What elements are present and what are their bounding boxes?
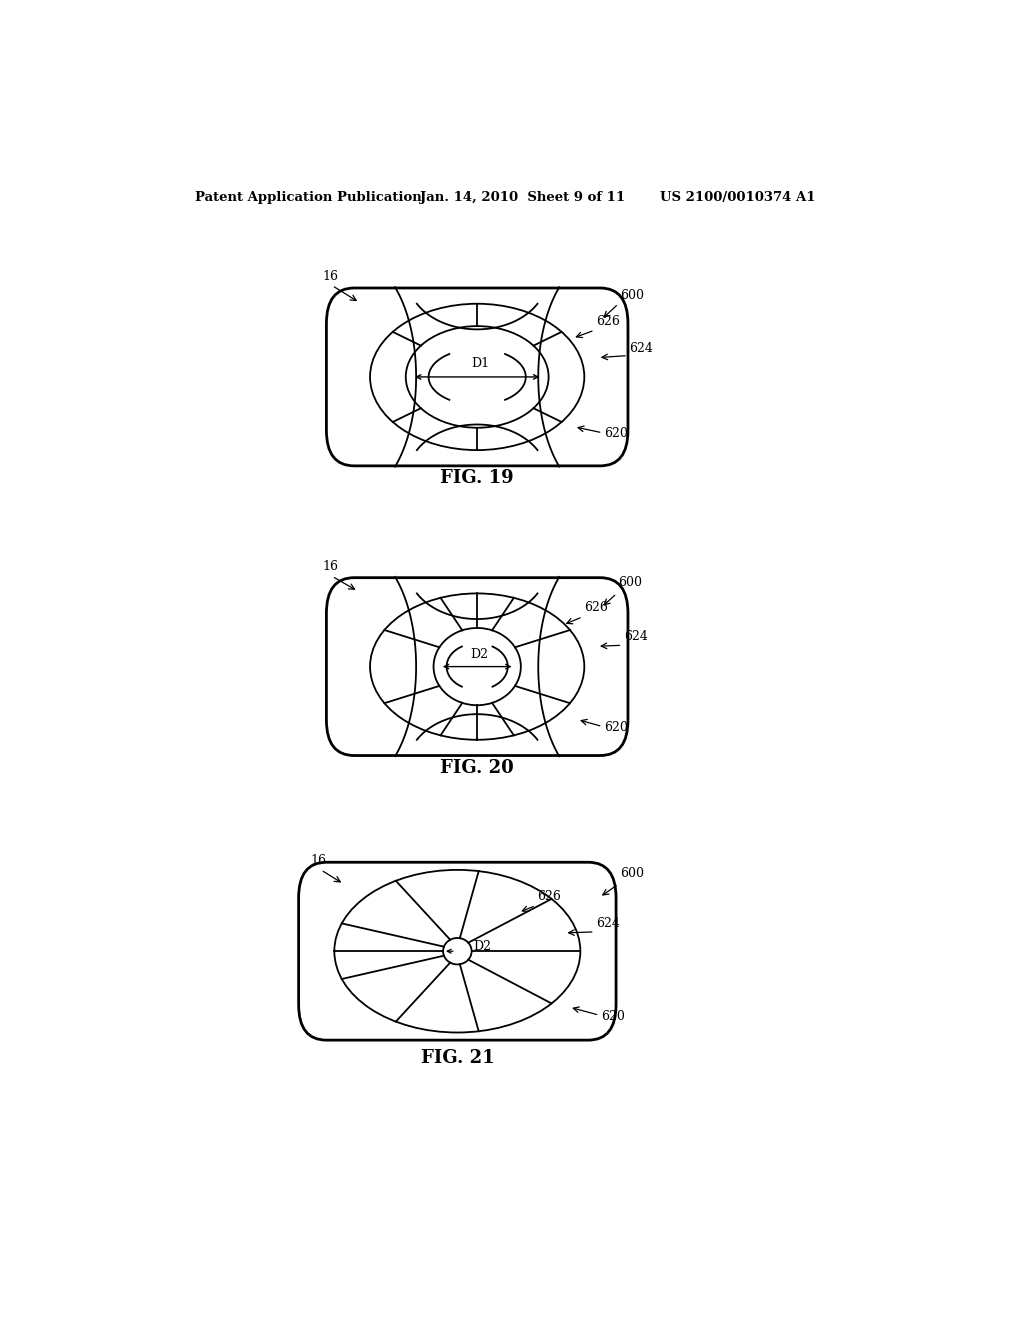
Text: 626: 626 xyxy=(585,601,608,614)
Text: 16: 16 xyxy=(323,560,338,573)
Text: 620: 620 xyxy=(604,721,628,734)
Text: 620: 620 xyxy=(601,1010,625,1023)
Text: US 2100/0010374 A1: US 2100/0010374 A1 xyxy=(659,191,815,203)
Text: Patent Application Publication: Patent Application Publication xyxy=(196,191,422,203)
Text: FIG. 20: FIG. 20 xyxy=(440,759,514,777)
Text: FIG. 19: FIG. 19 xyxy=(440,469,514,487)
Text: 626: 626 xyxy=(596,315,621,329)
Text: 600: 600 xyxy=(620,867,644,880)
Text: FIG. 21: FIG. 21 xyxy=(421,1049,495,1067)
Text: D2: D2 xyxy=(471,648,488,660)
Text: 16: 16 xyxy=(323,271,338,284)
Text: 624: 624 xyxy=(596,917,621,929)
Text: 600: 600 xyxy=(618,577,642,589)
Text: 624: 624 xyxy=(624,630,648,643)
Text: 624: 624 xyxy=(630,342,653,355)
Text: D1: D1 xyxy=(471,356,489,370)
Text: 16: 16 xyxy=(310,854,327,867)
Text: 600: 600 xyxy=(620,289,644,302)
Text: D2: D2 xyxy=(473,940,492,953)
Text: 626: 626 xyxy=(538,891,561,903)
Text: 620: 620 xyxy=(604,426,628,440)
Text: Jan. 14, 2010  Sheet 9 of 11: Jan. 14, 2010 Sheet 9 of 11 xyxy=(420,191,626,203)
